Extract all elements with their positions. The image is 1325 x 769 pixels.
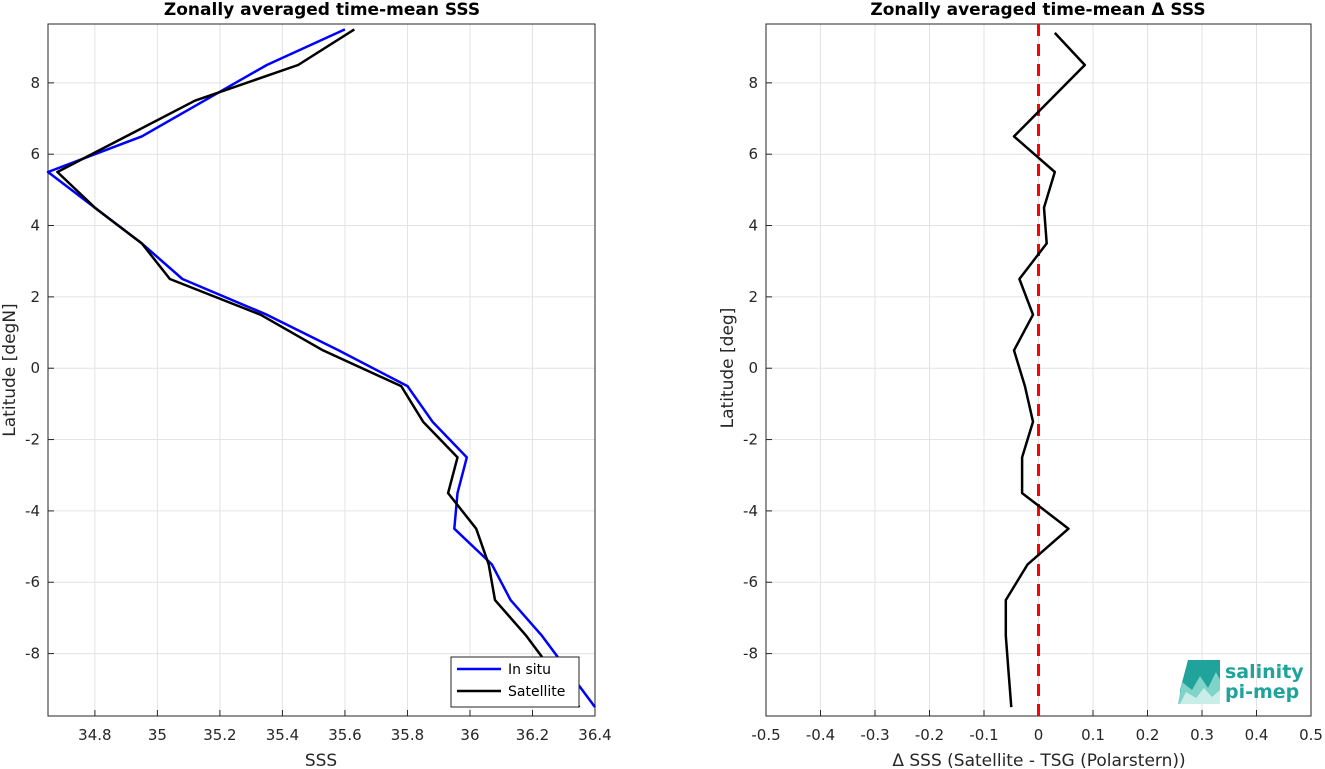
legend-box	[450, 656, 580, 708]
y-tick-label: -6	[25, 573, 40, 591]
sss-panel-title: Zonally averaged time-mean SSS	[164, 0, 480, 20]
y-tick-label: 0	[748, 359, 758, 377]
y-tick-label: -8	[743, 645, 758, 663]
x-tick-label: -0.4	[806, 726, 835, 744]
delta-sss-panel: Zonally averaged time-mean Δ SSS -0.5 -0.…	[718, 0, 1323, 769]
x-tick-label: 35	[148, 726, 167, 744]
x-tick-label: 35.6	[328, 726, 361, 744]
y-tick-label: 0	[30, 359, 40, 377]
x-tick-label: 35.4	[266, 726, 299, 744]
series-line-satellite	[56, 28, 581, 708]
x-tick-label: 0.2	[1136, 726, 1160, 744]
legend-label-satellite: Satellite	[508, 684, 565, 700]
x-tick-label: 36	[460, 726, 479, 744]
delta-sss-panel-title: Zonally averaged time-mean Δ SSS	[870, 0, 1205, 20]
y-tick-label: 6	[748, 145, 758, 163]
sss-grid	[48, 24, 596, 716]
delta-sss-y-ticks: -8 -6 -4 -2 0 2 4 6 8	[743, 74, 772, 663]
x-tick-label: 0.3	[1190, 726, 1214, 744]
delta-sss-series	[1004, 24, 1087, 716]
series-line-in-situ	[46, 28, 597, 708]
sss-legend: In situ Satellite	[450, 656, 580, 708]
sss-y-ticks: -8 -6 -4 -2 0 2 4 6 8	[25, 74, 54, 663]
delta-sss-x-axis-label: Δ SSS (Satellite - TSG (Polarstern))	[892, 751, 1185, 769]
y-tick-label: -6	[743, 573, 758, 591]
sss-x-ticks: 34.8 35 35.2 35.4 35.6 35.8 36 36.2 36.4	[78, 710, 612, 744]
y-tick-label: -2	[743, 431, 758, 449]
logo-emblem-icon	[1178, 660, 1220, 704]
x-tick-label: 0.5	[1299, 726, 1323, 744]
y-tick-label: 2	[30, 288, 40, 306]
x-tick-label: 36.2	[516, 726, 549, 744]
logo-text-salinity: salinity	[1225, 661, 1304, 683]
sss-plot-area	[47, 23, 596, 717]
x-tick-label: 0.4	[1245, 726, 1269, 744]
x-tick-label: 34.8	[78, 726, 111, 744]
y-tick-label: -8	[25, 645, 40, 663]
x-tick-label: -0.1	[969, 726, 998, 744]
sss-x-axis-label: SSS	[305, 751, 337, 769]
x-tick-label: -0.3	[860, 726, 889, 744]
x-tick-label: -0.2	[915, 726, 944, 744]
y-tick-label: -4	[25, 502, 40, 520]
y-tick-label: 6	[30, 145, 40, 163]
y-tick-label: 4	[748, 217, 758, 235]
x-tick-label: 36.4	[578, 726, 611, 744]
sss-panel: Zonally averaged time-mean SSS 34.8 35 35.…	[0, 0, 612, 769]
y-tick-label: 2	[748, 288, 758, 306]
delta-sss-y-axis-label: Latitude [deg]	[718, 308, 738, 429]
sss-series	[46, 28, 597, 708]
x-tick-label: 35.8	[391, 726, 424, 744]
y-tick-label: 8	[30, 74, 40, 92]
y-tick-label: -4	[743, 502, 758, 520]
sss-y-axis-label: Latitude [degN]	[0, 303, 20, 436]
delta-sss-x-ticks: -0.5 -0.4 -0.3 -0.2 -0.1 0 0.1 0.2 0.3 0.4 0.5	[751, 710, 1323, 744]
y-tick-label: 8	[748, 74, 758, 92]
x-tick-label: 35.2	[203, 726, 236, 744]
series-line-delta-sss	[1004, 32, 1087, 708]
x-tick-label: 0.1	[1081, 726, 1105, 744]
legend-label-in-situ: In situ	[508, 662, 551, 678]
y-tick-label: 4	[30, 217, 40, 235]
salinity-pi-mep-logo: salinity pi-mep	[1178, 660, 1304, 704]
x-tick-label: -0.5	[751, 726, 780, 744]
x-tick-label: 0	[1034, 726, 1044, 744]
y-tick-label: -2	[25, 431, 40, 449]
logo-text-pi-mep: pi-mep	[1225, 681, 1299, 703]
